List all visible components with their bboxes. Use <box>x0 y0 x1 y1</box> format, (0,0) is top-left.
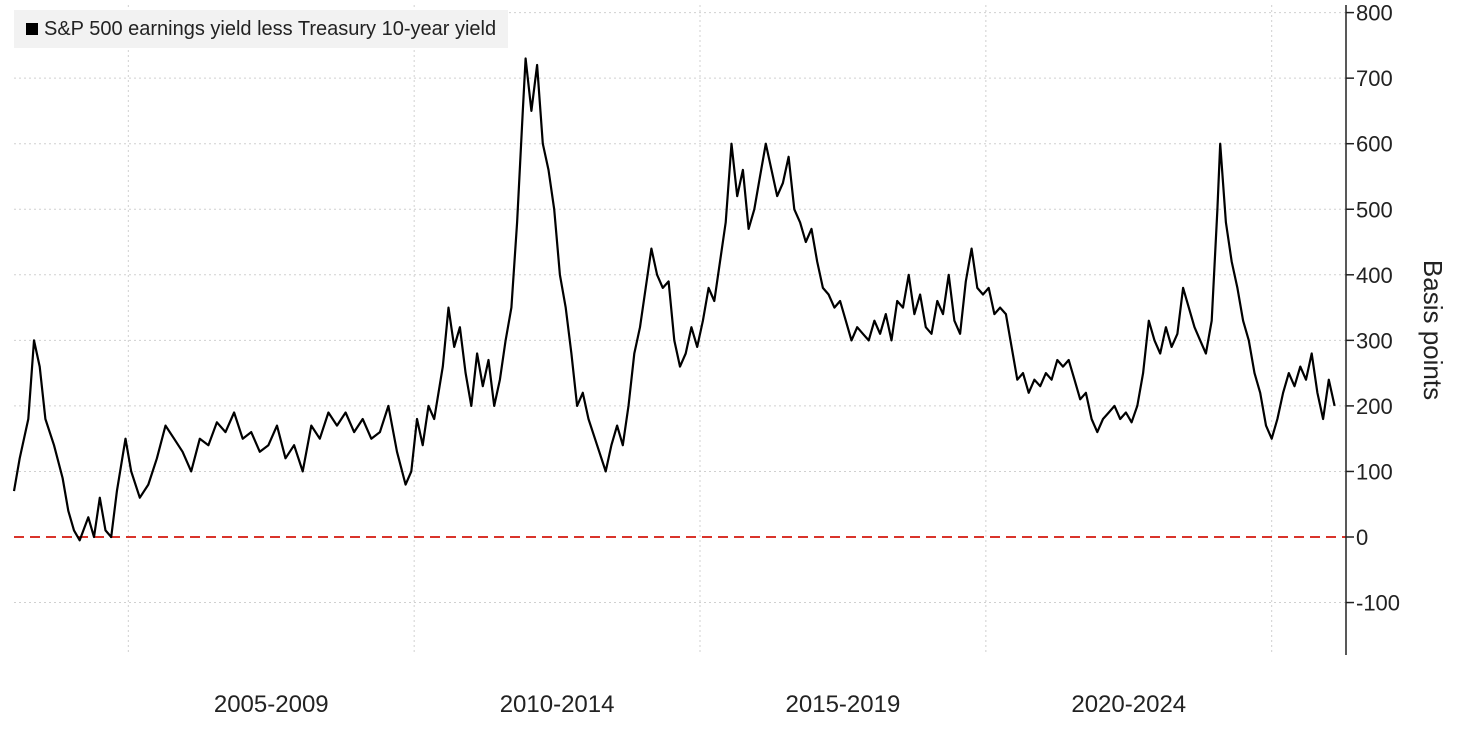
grid <box>14 5 1346 655</box>
y-tick-label: 0 <box>1356 525 1368 550</box>
y-tick-label: 500 <box>1356 197 1393 222</box>
x-axis-labels: 2005-2009 2010-2014 2015-2019 2020-2024 <box>214 691 1186 718</box>
series-line <box>12 57 1336 542</box>
y-tick-label: 200 <box>1356 394 1393 419</box>
legend-label: S&P 500 earnings yield less Treasury 10-… <box>44 17 497 40</box>
y-tick-label: 300 <box>1356 328 1393 353</box>
y-tick-label: 400 <box>1356 263 1393 288</box>
y-tick-label: 700 <box>1356 66 1393 91</box>
x-period-label: 2015-2019 <box>786 691 901 718</box>
y-tick-label: 100 <box>1356 459 1393 484</box>
y-axis: 800 700 600 500 400 300 200 100 0 -100 <box>1345 1 1400 655</box>
series-lines <box>12 57 1336 542</box>
legend-swatch <box>26 23 38 35</box>
x-period-label: 2005-2009 <box>214 691 329 718</box>
x-period-label: 2010-2014 <box>500 691 615 718</box>
y-tick-label: 600 <box>1356 132 1393 157</box>
x-period-label: 2020-2024 <box>1071 691 1186 718</box>
y-tick-label: -100 <box>1356 591 1400 616</box>
y-tick-label: 800 <box>1356 1 1393 26</box>
y-axis-title: Basis points <box>1418 260 1448 400</box>
legend: S&P 500 earnings yield less Treasury 10-… <box>14 10 509 48</box>
